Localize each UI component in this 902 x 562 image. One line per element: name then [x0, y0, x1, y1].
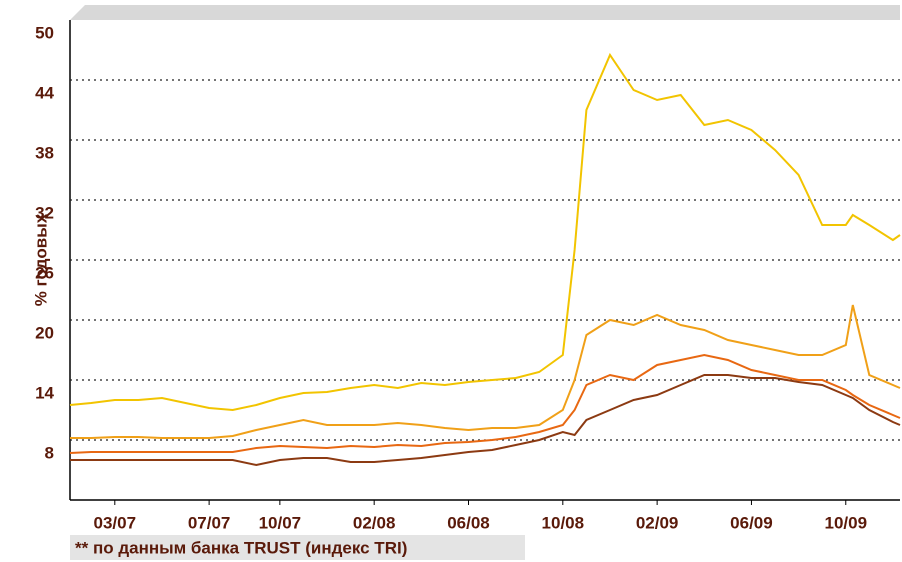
x-tick-label: 06/08 [447, 513, 490, 532]
y-tick-label: 38 [35, 143, 54, 162]
y-tick-label: 20 [35, 323, 54, 342]
y-tick-label: 44 [35, 83, 54, 102]
x-tick-label: 10/09 [824, 513, 867, 532]
x-tick-label: 10/08 [542, 513, 585, 532]
series-line [70, 304, 901, 439]
y-tick-label: 8 [45, 443, 54, 462]
x-tick-label: 03/07 [94, 513, 137, 532]
y-axis-label: % годовых [31, 213, 50, 306]
y-tick-label: 50 [35, 23, 54, 42]
top-band [70, 5, 900, 20]
x-tick-label: 02/08 [353, 513, 396, 532]
series-line [69, 353, 901, 454]
series-line [69, 52, 901, 412]
x-tick-label: 10/07 [259, 513, 302, 532]
y-tick-label: 14 [35, 383, 54, 402]
y-tick-label: 32 [35, 203, 54, 222]
note-box [70, 535, 525, 560]
series-line [70, 374, 901, 467]
note: ** по данным банка TRUST (индекс TRI) [75, 538, 407, 557]
y-tick-label: 26 [35, 263, 54, 282]
x-tick-label: 07/07 [188, 513, 231, 532]
x-tick-label: 02/09 [636, 513, 679, 532]
x-tick-label: 06/09 [730, 513, 773, 532]
